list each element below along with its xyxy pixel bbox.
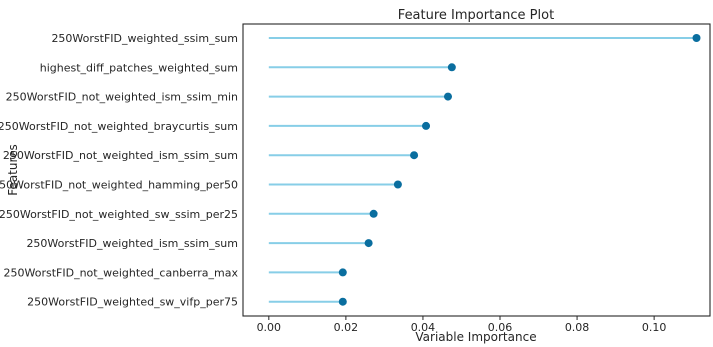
x-tick-label: 0.06 — [488, 321, 513, 334]
lollipop-marker — [692, 34, 701, 42]
lollipop-marker — [447, 63, 456, 72]
y-tick-label: 250WorstFID_weighted_ssim_sum — [51, 32, 238, 45]
x-tick-label: 0.04 — [411, 321, 436, 334]
plot-frame — [242, 23, 711, 317]
x-tick-label: 0.00 — [257, 321, 282, 334]
y-tick-label: 250WorstFID_not_weighted_canberra_max — [4, 266, 239, 279]
y-tick-label: 250WorstFID_not_weighted_ism_ssim_sum — [3, 149, 238, 162]
y-tick-label: 250WorstFID_not_weighted_hamming_per50 — [0, 179, 238, 192]
y-tick-label: 250WorstFID_weighted_ism_ssim_sum — [26, 237, 238, 250]
lollipop-marker — [422, 121, 431, 130]
y-axis-title: Features — [6, 144, 20, 196]
y-tick-label: 250WorstFID_not_weighted_sw_ssim_per25 — [0, 208, 238, 221]
lollipop-marker — [443, 92, 452, 101]
y-tick-labels: 250WorstFID_weighted_ssim_sum highest_dif… — [0, 32, 238, 309]
lollipop-marker — [338, 297, 347, 306]
y-tick-label: 250WorstFID_weighted_sw_vifp_per75 — [27, 296, 238, 309]
lollipop-lines — [268, 37, 697, 303]
y-tick-label: 250WorstFID_not_weighted_braycurtis_sum — [0, 120, 238, 133]
y-tick-label: 250WorstFID_not_weighted_ism_ssim_min — [6, 91, 238, 104]
chart-title: Feature Importance Plot — [398, 8, 554, 23]
lollipop-marker — [369, 209, 378, 218]
x-tick-label: 0.08 — [565, 321, 590, 334]
x-tick-label: 0.02 — [334, 321, 359, 334]
x-axis-title: Variable Importance — [415, 330, 536, 344]
lollipop-marker — [364, 239, 373, 248]
lollipop-marker — [410, 151, 419, 160]
y-tick-label: highest_diff_patches_weighted_sum — [40, 61, 238, 74]
lollipop-marker — [393, 180, 402, 189]
lollipop-marker — [338, 268, 347, 277]
lollipop-markers — [338, 34, 701, 306]
x-tick-label: 0.10 — [642, 321, 667, 334]
x-ticks: 0.00 0.02 0.04 0.06 0.08 0.10 — [257, 316, 667, 334]
